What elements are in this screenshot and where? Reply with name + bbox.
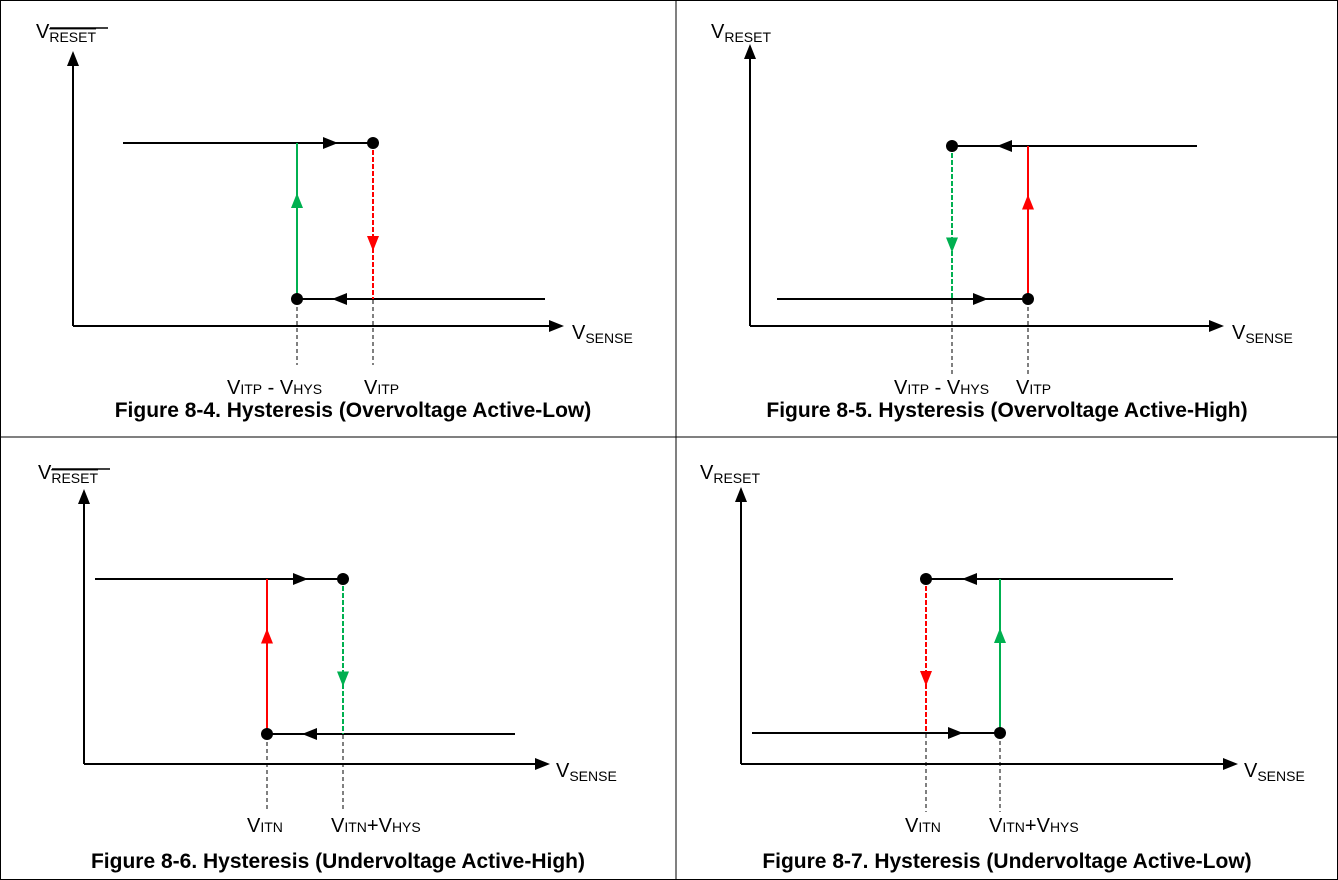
green-transition-arrow [946,237,958,253]
y-axis-label: VRESET [700,462,760,486]
x-axis-arrowhead [549,320,564,332]
low-trace-direction-arrow [332,293,347,305]
figure-caption-8-4: Figure 8-4. Hysteresis (Overvoltage Acti… [114,399,592,422]
red-transition-arrow [1022,194,1034,210]
x-axis-arrowhead [1223,758,1238,770]
green-transition-arrow [994,628,1006,643]
low-threshold-dot [291,293,303,305]
low-threshold-dot [261,728,273,740]
high-trace-direction-arrow [962,573,977,585]
red-transition-arrow [367,236,379,251]
figure-caption-8-7: Figure 8-7. Hysteresis (Undervoltage Act… [762,850,1252,873]
high-trace-direction-arrow [323,137,338,149]
threshold-label-1: VITN [905,815,941,837]
low-trace-direction-arrow [973,293,988,305]
threshold-label-2: VITP [1016,377,1051,399]
x-axis-label: VSENSE [572,322,633,346]
x-axis-label: VSENSE [1232,322,1293,346]
x-axis-label: VSENSE [1244,760,1305,784]
threshold-label-1: VITP - VHYS [894,377,989,399]
panel-undervoltage-active-low: VRESET VSENSE VITN VITN+VHYS [700,462,1305,837]
low-threshold-dot [994,727,1006,739]
high-threshold-dot [920,573,932,585]
red-transition-arrow [920,671,932,686]
low-threshold-dot [1022,293,1034,305]
y-axis-arrowhead [78,489,90,504]
figure-caption-8-6: Figure 8-6. Hysteresis (Undervoltage Act… [90,850,585,873]
figure-caption-8-5: Figure 8-5. Hysteresis (Overvoltage Acti… [766,399,1248,422]
panel-undervoltage-active-high: VRESET VSENSE VITN VITN+VHYS [38,462,617,837]
threshold-label-2: VITN+VHYS [331,815,421,837]
y-axis-arrowhead [67,51,79,66]
panel-overvoltage-active-high: VRESET VSENSE VITP - VHYS VITP [711,21,1293,399]
threshold-label-1: VITN [247,815,283,837]
x-axis-arrowhead [1209,320,1224,332]
high-threshold-dot [337,573,349,585]
x-axis-arrowhead [535,758,550,770]
panel-overvoltage-active-low: VRESET VSENSE VITP - VHYS VITP [36,21,633,399]
low-trace-direction-arrow [948,727,963,739]
green-transition-arrow [337,671,349,687]
green-transition-arrow [291,193,303,208]
x-axis-label: VSENSE [556,760,617,784]
threshold-label-1: VITP - VHYS [227,377,322,399]
red-transition-arrow [261,628,273,644]
low-trace-direction-arrow [302,728,317,740]
y-axis-label: VRESET [711,21,771,45]
high-trace-direction-arrow [293,573,308,585]
y-axis-label: VRESET [36,21,96,45]
threshold-label-2: VITP [364,377,399,399]
threshold-label-2: VITN+VHYS [989,815,1079,837]
high-threshold-dot [946,140,958,152]
y-axis-arrowhead [744,44,756,59]
high-trace-direction-arrow [997,140,1012,152]
y-axis-arrowhead [735,487,747,502]
high-threshold-dot [367,137,379,149]
y-axis-label: VRESET [38,462,98,486]
